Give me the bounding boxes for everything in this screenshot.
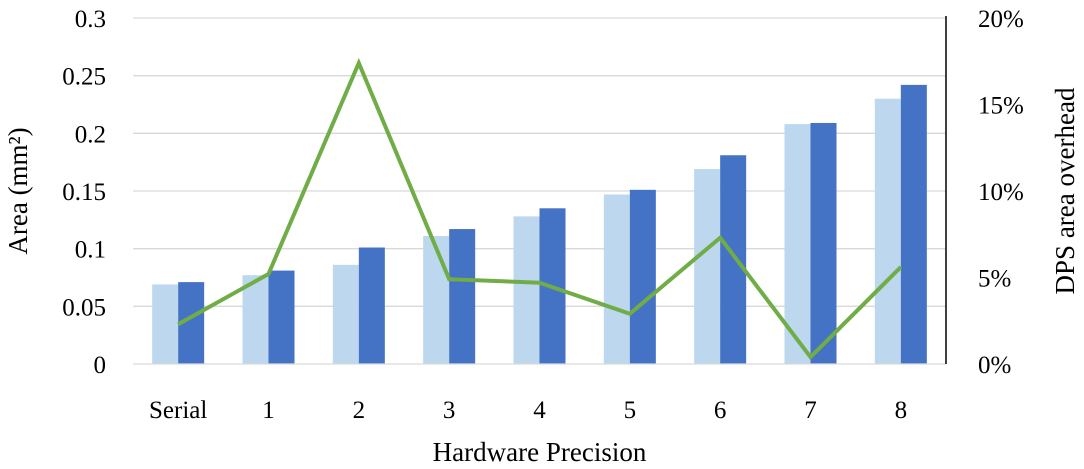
- x-axis-title: Hardware Precision: [433, 437, 647, 467]
- y-tick-label: 0.2: [75, 121, 106, 148]
- plot-frame: [133, 16, 947, 365]
- y2-axis-title: DPS area overhead: [1050, 87, 1080, 294]
- bar: [694, 169, 721, 364]
- x-tick-label: Serial: [149, 397, 207, 424]
- y2-tick-label: 20%: [978, 6, 1024, 33]
- y-tick-label: 0: [94, 352, 107, 379]
- x-tick-label: 4: [533, 397, 546, 424]
- bar: [423, 235, 450, 364]
- y-tick-label: 0.15: [62, 179, 106, 206]
- y2-tick-label: 0%: [978, 352, 1011, 379]
- y2-tick-label: 10%: [978, 179, 1024, 206]
- y2-tick-label: 5%: [978, 266, 1011, 293]
- x-tick-label: 8: [895, 397, 908, 424]
- x-tick-label: 1: [262, 397, 275, 424]
- bar: [629, 189, 656, 364]
- x-axis-ticks: Serial 1 2 3 4 5 6 7 8: [149, 397, 907, 424]
- bar: [152, 284, 179, 364]
- y-tick-label: 0.05: [62, 294, 106, 321]
- y2-axis-ticks: 0% 5% 10% 15% 20%: [978, 6, 1024, 379]
- overhead-line: [177, 57, 903, 361]
- y2-tick-label: 15%: [978, 93, 1024, 120]
- bar: [449, 229, 476, 364]
- x-tick-label: 5: [624, 397, 637, 424]
- y-tick-label: 0.1: [75, 237, 106, 264]
- y-tick-label: 0.25: [62, 64, 106, 91]
- x-tick-label: 3: [443, 397, 456, 424]
- bar: [720, 155, 747, 364]
- x-tick-label: 2: [353, 397, 366, 424]
- x-tick-label: 7: [804, 397, 817, 424]
- bar: [784, 124, 811, 365]
- bar: [900, 84, 927, 364]
- bar: [358, 247, 385, 364]
- bars: [152, 84, 927, 365]
- bar: [874, 98, 901, 364]
- y-axis-title: Area (mm²): [3, 127, 33, 254]
- bar: [268, 270, 295, 364]
- bar: [603, 194, 630, 364]
- bar: [242, 275, 269, 364]
- bar: [513, 216, 540, 364]
- y-tick-label: 0.3: [75, 6, 106, 33]
- bar: [332, 264, 359, 364]
- bar: [810, 122, 837, 364]
- x-tick-label: 6: [714, 397, 727, 424]
- overhead-series-line: [177, 57, 903, 361]
- y-axis-ticks: 0 0.05 0.1 0.15 0.2 0.25 0.3: [62, 6, 106, 379]
